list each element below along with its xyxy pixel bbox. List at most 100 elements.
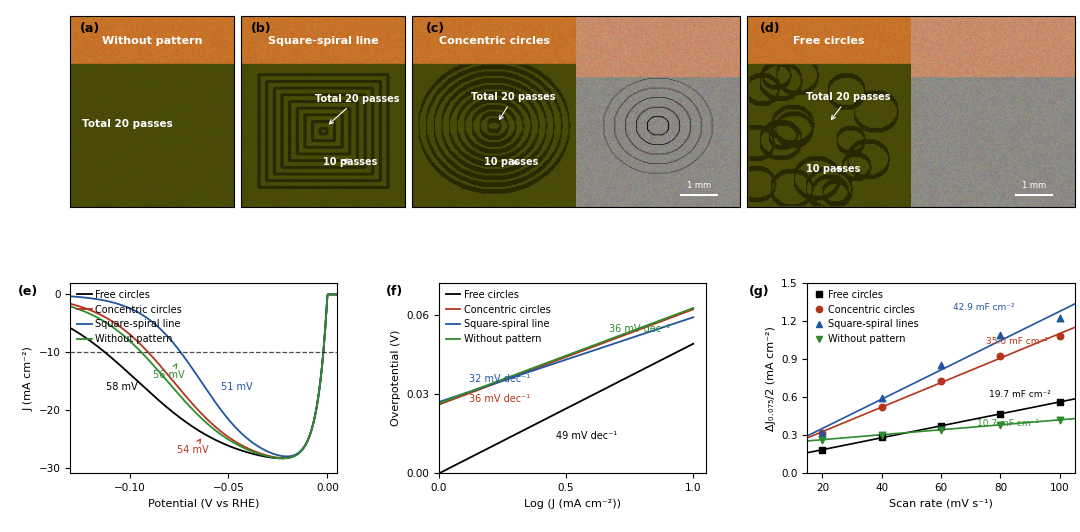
Square-spiral line — [583, 348, 596, 355]
Without pattern — [583, 344, 596, 350]
Concentric circles — [219, 431, 232, 438]
Free circles — [54, 319, 67, 326]
Concentric circles — [584, 345, 597, 351]
Text: 36 mV dec⁻¹: 36 mV dec⁻¹ — [609, 324, 671, 334]
Text: Total 20 passes: Total 20 passes — [82, 119, 173, 129]
Text: (b): (b) — [252, 22, 272, 35]
Square-spiral line — [54, 293, 67, 299]
Concentric circles — [433, 401, 446, 408]
Point — [991, 331, 1009, 339]
Free circles — [433, 470, 446, 476]
Point — [1051, 397, 1068, 406]
Square-spiral line — [322, 291, 335, 297]
Free circles — [432, 470, 445, 477]
Point — [813, 429, 831, 438]
Line: Without pattern: Without pattern — [438, 308, 693, 403]
Concentric circles — [330, 291, 343, 297]
Without pattern — [325, 291, 338, 297]
Text: 10 passes: 10 passes — [485, 156, 539, 167]
Text: 32 mV dec⁻¹: 32 mV dec⁻¹ — [470, 374, 530, 384]
Free circles — [584, 393, 597, 400]
Text: 19.7 mF cm⁻²: 19.7 mF cm⁻² — [988, 390, 1051, 399]
X-axis label: Potential (V vs RHE): Potential (V vs RHE) — [148, 499, 259, 509]
Square-spiral line — [663, 322, 676, 328]
Point — [813, 436, 831, 444]
Square-spiral line — [433, 398, 446, 405]
Text: 10 passes: 10 passes — [806, 164, 861, 174]
Point — [932, 361, 949, 369]
Text: (a): (a) — [80, 22, 100, 35]
Square-spiral line — [432, 399, 445, 405]
Text: (f): (f) — [386, 285, 403, 298]
Square-spiral line — [584, 348, 597, 355]
Concentric circles — [204, 419, 217, 426]
Free circles — [687, 340, 700, 347]
Concentric circles — [282, 455, 295, 461]
Text: 10.7 mF cm⁻²: 10.7 mF cm⁻² — [976, 419, 1039, 428]
Text: Free circles: Free circles — [794, 36, 865, 46]
Text: (e): (e) — [18, 285, 39, 298]
Concentric circles — [647, 321, 660, 328]
Square-spiral line — [186, 364, 199, 371]
Text: Total 20 passes: Total 20 passes — [315, 94, 400, 124]
Without pattern — [584, 343, 597, 350]
Point — [873, 430, 890, 439]
Square-spiral line — [647, 327, 660, 334]
Square-spiral line — [219, 412, 232, 419]
Point — [873, 433, 890, 442]
Without pattern — [687, 305, 700, 311]
Text: (d): (d) — [760, 22, 781, 35]
Concentric circles — [583, 345, 596, 352]
Text: 35.0 mF cm⁻²: 35.0 mF cm⁻² — [986, 337, 1048, 346]
Concentric circles — [187, 402, 200, 408]
Text: 42.9 mF cm⁻²: 42.9 mF cm⁻² — [953, 303, 1014, 312]
Text: (g): (g) — [748, 285, 769, 298]
Concentric circles — [325, 291, 338, 297]
Concentric circles — [322, 291, 335, 297]
Square-spiral line — [187, 367, 200, 373]
Y-axis label: Overpotential (V): Overpotential (V) — [391, 330, 401, 426]
Line: Free circles: Free circles — [438, 344, 693, 473]
Text: (c): (c) — [426, 22, 445, 35]
Free circles — [647, 361, 660, 367]
Legend: Free circles, Concentric circles, Square-spiral lines, Without pattern: Free circles, Concentric circles, Square… — [812, 288, 920, 346]
Square-spiral line — [282, 453, 295, 460]
Free circles — [663, 353, 676, 359]
Without pattern — [219, 434, 232, 440]
Without pattern — [589, 342, 602, 348]
Free circles — [322, 291, 335, 297]
Without pattern — [433, 400, 446, 406]
Text: Without pattern: Without pattern — [102, 36, 202, 46]
X-axis label: Scan rate (mV s⁻¹): Scan rate (mV s⁻¹) — [889, 499, 993, 509]
Without pattern — [186, 405, 199, 412]
Free circles — [589, 391, 602, 397]
Text: 36 mV dec⁻¹: 36 mV dec⁻¹ — [470, 394, 530, 404]
Text: 49 mV dec⁻¹: 49 mV dec⁻¹ — [556, 431, 617, 441]
Without pattern — [276, 455, 289, 462]
Point — [1051, 332, 1068, 340]
Text: 51 mV: 51 mV — [220, 382, 253, 392]
Concentric circles — [54, 298, 67, 305]
Text: Total 20 passes: Total 20 passes — [471, 92, 556, 119]
Without pattern — [663, 314, 676, 320]
Legend: Free circles, Concentric circles, Square-spiral line, Without pattern: Free circles, Concentric circles, Square… — [444, 288, 553, 346]
Line: Square-spiral line: Square-spiral line — [438, 317, 693, 402]
Point — [991, 420, 1009, 429]
Free circles — [282, 455, 295, 461]
Line: Square-spiral line: Square-spiral line — [60, 294, 337, 456]
Point — [813, 446, 831, 454]
Y-axis label: J (mA cm⁻²): J (mA cm⁻²) — [23, 346, 33, 411]
Text: 1 mm: 1 mm — [687, 180, 711, 189]
Point — [1051, 314, 1068, 323]
Line: Concentric circles: Concentric circles — [60, 294, 337, 458]
Text: Concentric circles: Concentric circles — [438, 36, 550, 46]
Line: Without pattern: Without pattern — [60, 294, 337, 459]
Without pattern — [187, 408, 200, 414]
Without pattern — [647, 320, 660, 326]
Without pattern — [204, 423, 217, 429]
Square-spiral line — [589, 347, 602, 353]
Point — [932, 421, 949, 430]
Point — [1051, 416, 1068, 425]
Text: Square-spiral line: Square-spiral line — [268, 36, 378, 46]
Free circles — [186, 423, 199, 429]
